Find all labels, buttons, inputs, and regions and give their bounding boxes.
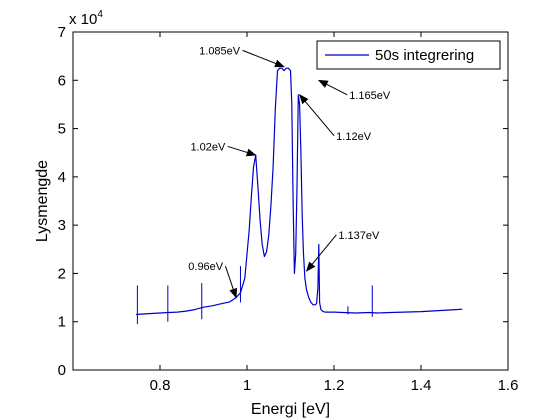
x-tick-label: 1.6 bbox=[498, 377, 519, 394]
annotations: 1.085eV 1.165eV 1.12eV 1.02eV 1.137eV 0.96eV bbox=[188, 45, 391, 299]
x-tick-label: 1 bbox=[243, 377, 251, 394]
annotation-arrow bbox=[305, 234, 337, 272]
series-group bbox=[136, 67, 463, 325]
annotation-label: 1.165eV bbox=[349, 90, 391, 102]
y-tick-label: 3 bbox=[58, 217, 66, 234]
annotation-arrow bbox=[298, 94, 335, 137]
y-tick-label: 7 bbox=[58, 24, 66, 41]
annotation-label: 1.137eV bbox=[338, 230, 380, 242]
y-axis-label: Lysmengde bbox=[34, 160, 51, 242]
legend-entry-label: 50s integrering bbox=[375, 47, 474, 64]
y-tick-label: 1 bbox=[58, 314, 66, 331]
annotation-arrow bbox=[317, 79, 348, 96]
annotation-arrow bbox=[242, 49, 285, 68]
y-tick-label: 2 bbox=[58, 265, 66, 282]
x-tick-label: 1.2 bbox=[324, 377, 345, 394]
y-axis-multiplier: x 104 bbox=[69, 9, 103, 28]
legend: 50s integrering bbox=[316, 40, 501, 70]
y-axis-multiplier-base: x 10 bbox=[69, 11, 97, 28]
y-tick-label: 6 bbox=[58, 72, 66, 89]
y-axis-multiplier-exponent: 4 bbox=[97, 9, 103, 20]
y-tick-label: 5 bbox=[58, 121, 66, 138]
x-axis-label: Energi [eV] bbox=[251, 401, 330, 418]
annotation-label: 0.96eV bbox=[188, 261, 224, 273]
annotation-arrow bbox=[227, 145, 257, 157]
x-axis-ticks: 0.8 1 1.2 1.4 1.6 bbox=[150, 32, 519, 394]
y-tick-label: 0 bbox=[58, 362, 66, 379]
x-tick-label: 1.4 bbox=[411, 377, 432, 394]
x-tick-label: 0.8 bbox=[150, 377, 171, 394]
annotation-label: 1.02eV bbox=[190, 141, 226, 153]
y-axis-ticks: 0 1 2 3 4 5 6 7 bbox=[58, 24, 508, 379]
y-tick-label: 4 bbox=[58, 169, 66, 186]
annotation-arrow bbox=[225, 266, 238, 299]
series-line bbox=[136, 67, 463, 316]
annotation-label: 1.12eV bbox=[336, 131, 372, 143]
annotation-label: 1.085eV bbox=[199, 45, 241, 57]
